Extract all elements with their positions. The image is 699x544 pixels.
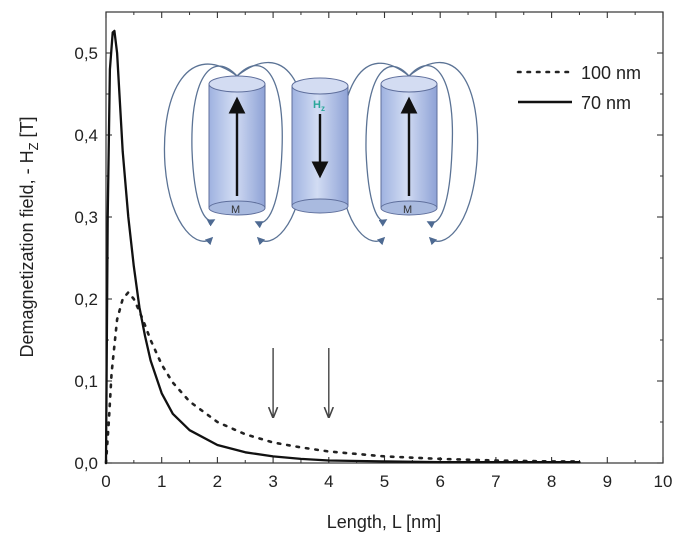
y-axis-label: Demagnetization field, - HZ [T]: [17, 116, 41, 357]
y-tick-label: 0,3: [74, 208, 98, 227]
x-tick-label: 3: [268, 472, 277, 491]
annotation-arrows: [273, 348, 329, 416]
right-cylinder: M: [380, 75, 438, 216]
field-line: [236, 65, 283, 229]
series-line-100nm: [104, 291, 581, 465]
y-tick-label: 0,4: [74, 126, 98, 145]
left-cylinder: M: [208, 75, 266, 216]
right-cylinder-label: M: [403, 204, 412, 216]
field-line: [163, 63, 238, 246]
hz-label: Hz: [313, 99, 325, 113]
legend: 100 nm 70 nm: [516, 63, 641, 113]
left-cylinder-label: M: [231, 204, 240, 216]
x-tick-label: 4: [324, 472, 333, 491]
x-axis-label: Length, L [nm]: [327, 512, 441, 532]
y-axis-ticks: 0,0 0,1 0,2 0,3 0,4 0,5: [74, 44, 663, 473]
legend-label-70nm: 70 nm: [581, 93, 631, 113]
field-line: [408, 65, 454, 229]
x-tick-label: 0: [101, 472, 110, 491]
y-tick-label: 0,5: [74, 44, 98, 63]
x-tick-label: 5: [380, 472, 389, 491]
inset-illustration: M Hz M: [163, 62, 479, 246]
x-tick-label: 6: [435, 472, 444, 491]
y-tick-label: 0,2: [74, 290, 98, 309]
x-tick-label: 8: [547, 472, 556, 491]
y-tick-label: 0,0: [74, 454, 98, 473]
x-tick-label: 2: [213, 472, 222, 491]
x-axis-ticks: 0 1 2 3 4 5 6 7 8 9 10: [101, 12, 672, 491]
center-cylinder: Hz: [291, 77, 349, 214]
legend-label-100nm: 100 nm: [581, 63, 641, 83]
series-layer: [104, 29, 581, 465]
x-tick-label: 10: [654, 472, 673, 491]
field-line: [408, 62, 479, 246]
x-tick-label: 9: [603, 472, 612, 491]
field-line: [365, 65, 410, 227]
left-field-lines: [163, 62, 307, 246]
y-tick-label: 0,1: [74, 372, 98, 391]
field-line: [191, 65, 238, 227]
x-tick-label: 1: [157, 472, 166, 491]
series-line-70nm: [104, 29, 581, 465]
x-tick-label: 7: [491, 472, 500, 491]
